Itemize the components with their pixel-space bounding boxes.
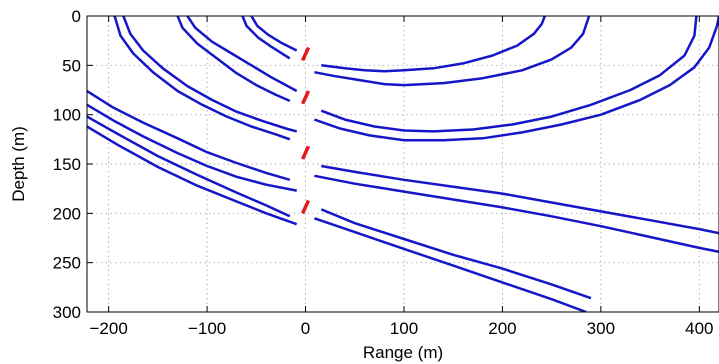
red-dash-marker <box>300 46 311 62</box>
ray-path-right-18 <box>313 217 587 312</box>
y-tick-label: 200 <box>53 204 81 223</box>
marker-layer <box>300 46 311 215</box>
ray-path-left-1 <box>113 16 291 141</box>
ray-path-left-3 <box>176 16 291 103</box>
ray-path-left-6 <box>250 16 298 52</box>
ray-path-left-4 <box>186 16 298 93</box>
x-tick-label: 0 <box>301 319 310 338</box>
x-tick-label: 200 <box>488 319 516 338</box>
x-tick-label: 100 <box>390 319 418 338</box>
y-tick-label: 0 <box>72 7 81 26</box>
tick-labels: −200 −100 0 100 200 300 400 0 50 100 150 200 250 300 <box>53 7 714 338</box>
red-dash-marker <box>300 90 311 105</box>
y-tick-label: 300 <box>53 303 81 322</box>
ray-path-right-15 <box>321 164 719 235</box>
curve-layer <box>87 16 719 312</box>
y-tick-label: 150 <box>53 155 81 174</box>
ray-path-right-11 <box>321 16 546 73</box>
y-tick-label: 100 <box>53 106 81 125</box>
x-axis-label: Range (m) <box>363 343 443 362</box>
y-tick-label: 50 <box>62 56 81 75</box>
red-dash-marker <box>300 199 311 215</box>
x-tick-label: 400 <box>685 319 713 338</box>
ray-path-left-9 <box>87 115 291 218</box>
x-tick-label: −200 <box>90 319 128 338</box>
x-tick-label: −100 <box>188 319 226 338</box>
red-dash-marker <box>300 145 311 160</box>
ray-path-left-5 <box>241 16 291 60</box>
ray-path-right-17 <box>320 208 592 300</box>
ray-path-left-8 <box>87 103 297 192</box>
ray-path-right-16 <box>314 174 719 254</box>
ray-path-left-2 <box>122 16 298 133</box>
ray-path-left-7 <box>87 89 291 181</box>
y-tick-label: 250 <box>53 254 81 273</box>
x-tick-label: 300 <box>587 319 615 338</box>
ray-path-right-14 <box>313 16 719 142</box>
y-axis-label: Depth (m) <box>9 126 28 202</box>
ray-path-right-12 <box>314 16 591 87</box>
ray-path-left-10 <box>87 125 298 226</box>
ray-path-right-13 <box>320 16 698 133</box>
